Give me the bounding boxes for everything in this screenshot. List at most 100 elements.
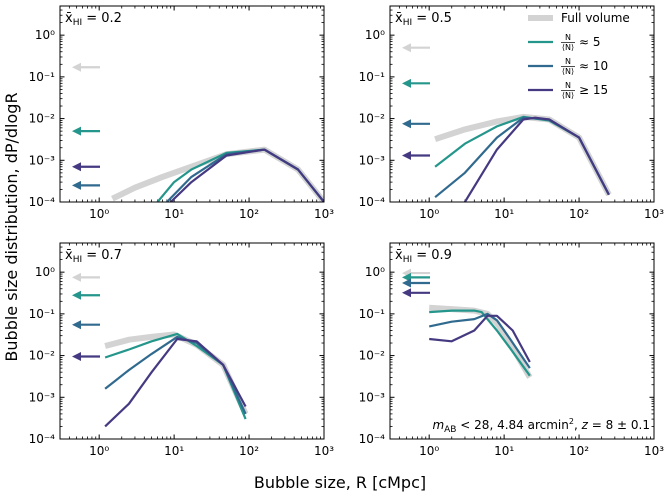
arrow-n15 <box>402 288 430 298</box>
legend-label-n10: ≈ 10 <box>579 59 608 73</box>
y-tick-label: 10⁻⁴ <box>29 432 56 446</box>
series-line-n15 <box>169 148 324 202</box>
panel-label: x̄HI = 0.2 <box>65 11 122 28</box>
series-line-n5 <box>429 309 531 377</box>
series-line-n10 <box>428 312 531 369</box>
series-line-full <box>429 304 533 379</box>
series-group <box>111 146 324 202</box>
arrow-n10 <box>72 180 100 190</box>
x-tick-label: 10² <box>239 207 259 221</box>
y-tick-label: 10⁻¹ <box>359 70 386 84</box>
series-line-full <box>434 113 612 197</box>
y-tick-label: 10⁻¹ <box>29 70 56 84</box>
legend-fraction-num: N <box>565 57 571 66</box>
y-tick-label: 10⁻³ <box>29 153 56 167</box>
x-tick-label: 10³ <box>314 444 334 458</box>
y-tick-label: 10⁻² <box>359 112 386 126</box>
x-tick-label: 10³ <box>314 207 334 221</box>
arrow-n10 <box>72 320 100 330</box>
legend-label-n15: ≥ 15 <box>579 83 608 97</box>
x-tick-label: 10⁰ <box>419 444 439 458</box>
arrow-head <box>402 78 411 88</box>
y-tick-label: 10⁻⁴ <box>359 432 386 446</box>
survey-annotation: mAB < 28, 4.84 arcmin2, z = 8 ± 0.1 <box>432 417 650 435</box>
arrow-head <box>72 272 81 282</box>
y-tick-label: 10⁻¹ <box>359 307 386 321</box>
arrow-head <box>402 151 411 161</box>
x-tick-label: 10¹ <box>164 444 184 458</box>
series-line-n5 <box>156 148 324 202</box>
panel-label: x̄HI = 0.7 <box>65 248 122 265</box>
arrow-n5 <box>72 126 100 136</box>
x-axis-title: Bubble size, R [cMpc] <box>254 473 426 492</box>
panel-label: x̄HI = 0.5 <box>395 11 452 28</box>
x-tick-label: 10¹ <box>494 207 514 221</box>
arrow-n10 <box>402 278 430 288</box>
legend-fraction-num: N <box>565 81 571 90</box>
y-tick-label: 10⁻² <box>359 349 386 363</box>
series-group <box>104 331 249 428</box>
panel-frame <box>389 5 655 203</box>
y-tick-label: 10⁻¹ <box>29 307 56 321</box>
y-tick-label: 10⁻³ <box>359 153 386 167</box>
y-tick-label: 10⁻² <box>29 349 56 363</box>
arrow-head <box>72 62 81 72</box>
legend-label-full: Full volume <box>561 11 630 25</box>
series-line-full <box>104 331 249 416</box>
panel-label: x̄HI = 0.9 <box>395 248 452 265</box>
panel-1: 10⁰ 10¹ 10² 10³ 10⁻⁴ 10⁻³ 10⁻² 10⁻¹ 10⁰ x̄HI = 0.… <box>29 5 334 221</box>
legend-fraction-num: N <box>565 33 571 42</box>
series-line-n10 <box>104 335 247 415</box>
arrow-head <box>72 126 81 136</box>
panel-3: 10⁰ 10¹ 10² 10³ 10⁻⁴ 10⁻³ 10⁻² 10⁻¹ 10⁰ x̄HI = 0.… <box>29 242 334 458</box>
arrow-head <box>72 162 81 172</box>
legend-fraction-den: ⟨N⟩ <box>562 43 574 52</box>
series-group <box>434 113 612 202</box>
y-tick-label: 10⁻³ <box>29 390 56 404</box>
panel-frame <box>389 242 655 440</box>
x-tick-label: 10² <box>239 444 259 458</box>
arrow-n15 <box>402 151 430 161</box>
panel-frame <box>59 242 325 440</box>
legend-label-n5: ≈ 5 <box>579 35 601 49</box>
arrow-head <box>72 352 81 362</box>
arrow-full <box>72 62 100 72</box>
x-tick-label: 10¹ <box>164 207 184 221</box>
y-tick-label: 10⁻³ <box>359 390 386 404</box>
x-tick-label: 10⁰ <box>89 207 109 221</box>
arrow-head <box>72 180 81 190</box>
x-tick-label: 10⁰ <box>419 207 439 221</box>
arrow-n5 <box>72 290 100 300</box>
arrow-n10 <box>402 119 430 129</box>
arrow-full <box>72 272 100 282</box>
arrow-head <box>402 278 411 288</box>
panel-4: 10⁰ 10¹ 10² 10³ 10⁻⁴ 10⁻³ 10⁻² 10⁻¹ 10⁰ x̄HI = 0.… <box>359 242 664 458</box>
arrow-full <box>402 43 430 53</box>
arrow-head <box>402 119 411 129</box>
series-line-n15 <box>104 337 247 428</box>
arrow-head <box>402 288 411 298</box>
y-tick-label: 10⁰ <box>365 265 385 279</box>
series-line-n15 <box>429 314 531 363</box>
y-tick-label: 10⁻⁴ <box>359 195 386 209</box>
y-tick-label: 10⁻⁴ <box>29 195 56 209</box>
y-tick-label: 10⁻² <box>29 112 56 126</box>
x-tick-label: 10³ <box>644 207 664 221</box>
legend-fraction-den: ⟨N⟩ <box>562 91 574 100</box>
legend-fraction-den: ⟨N⟩ <box>562 67 574 76</box>
arrow-head <box>72 320 81 330</box>
panel-2: 10⁰ 10¹ 10² 10³ 10⁻⁴ 10⁻³ 10⁻² 10⁻¹ 10⁰ x̄HI = 0.… <box>359 5 664 221</box>
arrow-n15 <box>72 162 100 172</box>
series-group <box>428 304 533 379</box>
arrow-head <box>402 43 411 53</box>
y-tick-label: 10⁰ <box>35 28 55 42</box>
arrow-n5 <box>402 78 430 88</box>
arrow-n15 <box>72 352 100 362</box>
arrow-head <box>72 290 81 300</box>
y-tick-label: 10⁰ <box>35 265 55 279</box>
panel-frame <box>59 5 325 203</box>
x-tick-label: 10² <box>569 444 589 458</box>
x-tick-label: 10² <box>569 207 589 221</box>
x-tick-label: 10³ <box>644 444 664 458</box>
